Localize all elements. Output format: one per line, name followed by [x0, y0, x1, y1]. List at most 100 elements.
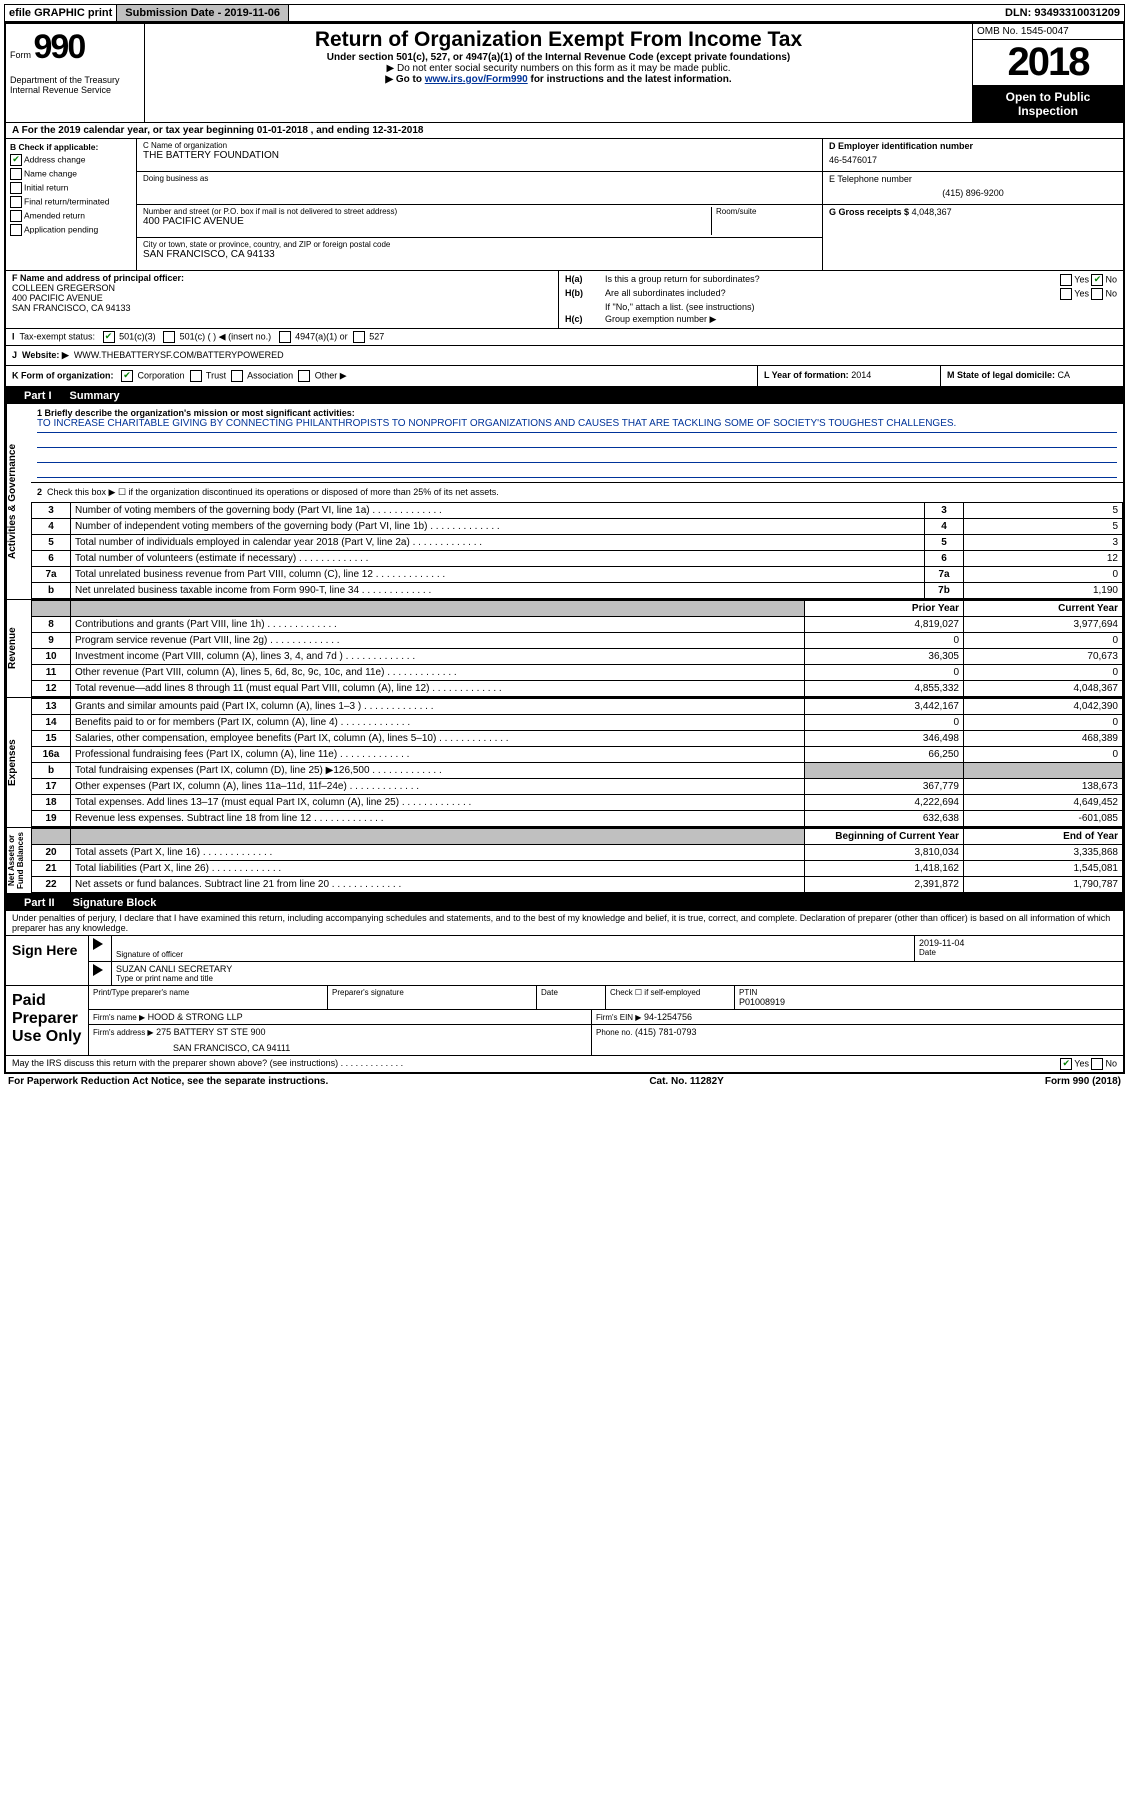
- section-net: Net Assets or Fund Balances Beginning of…: [6, 828, 1123, 895]
- cb-name-change[interactable]: Name change: [10, 167, 132, 181]
- checkbox-icon[interactable]: [1091, 288, 1103, 300]
- table-row: 18Total expenses. Add lines 13–17 (must …: [32, 795, 1123, 811]
- submission-date: Submission Date - 2019-11-06: [117, 5, 289, 21]
- table-row: bTotal fundraising expenses (Part IX, co…: [32, 763, 1123, 779]
- part1-header: Part ISummary: [6, 388, 1123, 404]
- q2-block: 2 Check this box ▶ ☐ if the organization…: [31, 483, 1123, 502]
- checkbox-icon[interactable]: ✔: [103, 331, 115, 343]
- table-row: bNet unrelated business taxable income f…: [32, 583, 1123, 599]
- table-row: 14Benefits paid to or for members (Part …: [32, 715, 1123, 731]
- table-row: 12Total revenue—add lines 8 through 11 (…: [32, 681, 1123, 697]
- klm-row: K Form of organization: ✔ Corporation Tr…: [6, 366, 1123, 388]
- footer-mid: Cat. No. 11282Y: [649, 1076, 723, 1087]
- col-c-name-addr: C Name of organization THE BATTERY FOUND…: [137, 139, 823, 270]
- cb-application[interactable]: Application pending: [10, 223, 132, 237]
- checkbox-icon: [10, 196, 22, 208]
- addr-row: Number and street (or P.O. box if mail i…: [137, 205, 822, 238]
- table-row: 9Program service revenue (Part VIII, lin…: [32, 633, 1123, 649]
- dln: DLN: 93493310031209: [289, 5, 1124, 21]
- checkbox-icon[interactable]: ✔: [1060, 1058, 1072, 1070]
- tax-year: 2018: [973, 40, 1123, 86]
- part2-header: Part IISignature Block: [6, 895, 1123, 911]
- checkbox-icon[interactable]: [298, 370, 310, 382]
- mission-block: 1 Briefly describe the organization's mi…: [31, 404, 1123, 483]
- j-website: J Website: ▶ WWW.THEBATTERYSF.COM/BATTER…: [6, 346, 1123, 366]
- irs-link[interactable]: www.irs.gov/Form990: [425, 74, 528, 85]
- checkbox-icon: [10, 168, 22, 180]
- org-name-row: C Name of organization THE BATTERY FOUND…: [137, 139, 822, 172]
- org-city: SAN FRANCISCO, CA 94133: [143, 249, 816, 260]
- f-officer: F Name and address of principal officer:…: [6, 271, 559, 328]
- gross-receipts: 4,048,367: [912, 207, 952, 217]
- form-number: 990: [34, 28, 85, 66]
- table-row: 4Number of independent voting members of…: [32, 519, 1123, 535]
- table-row: 22Net assets or fund balances. Subtract …: [32, 877, 1123, 893]
- checkbox-icon[interactable]: ✔: [121, 370, 133, 382]
- checkbox-icon[interactable]: [190, 370, 202, 382]
- sign-here-row: Sign Here Signature of officer 2019-11-0…: [6, 935, 1123, 985]
- checkbox-icon: [10, 210, 22, 222]
- side-label-rev: Revenue: [6, 600, 31, 697]
- checkbox-icon[interactable]: [1060, 274, 1072, 286]
- checkbox-icon[interactable]: [231, 370, 243, 382]
- fh-row: F Name and address of principal officer:…: [6, 271, 1123, 329]
- checkbox-icon[interactable]: ✔: [1091, 274, 1103, 286]
- checkbox-icon[interactable]: [1060, 288, 1072, 300]
- cb-address-change[interactable]: ✔Address change: [10, 153, 132, 167]
- table-row: 5Total number of individuals employed in…: [32, 535, 1123, 551]
- checkbox-icon[interactable]: [353, 331, 365, 343]
- cb-initial-return[interactable]: Initial return: [10, 181, 132, 195]
- header-left: Form 990 Department of the Treasury Inte…: [6, 24, 145, 122]
- tel-row: E Telephone number (415) 896-9200: [823, 172, 1123, 205]
- officer-name: COLLEEN GREGERSON: [12, 283, 552, 293]
- table-row: 19Revenue less expenses. Subtract line 1…: [32, 811, 1123, 827]
- state-domicile: CA: [1058, 370, 1071, 380]
- mission-text: TO INCREASE CHARITABLE GIVING BY CONNECT…: [37, 418, 1117, 433]
- table-row: 15Salaries, other compensation, employee…: [32, 731, 1123, 747]
- h-group: H(a) Is this a group return for subordin…: [559, 271, 1123, 328]
- firm-addr2: SAN FRANCISCO, CA 94111: [93, 1037, 587, 1053]
- col-b-head: B Check if applicable:: [10, 141, 132, 153]
- form-note2: ▶ Go to www.irs.gov/Form990 for instruct…: [149, 74, 968, 85]
- checkbox-icon[interactable]: [1091, 1058, 1103, 1070]
- checkbox-icon[interactable]: [279, 331, 291, 343]
- omb-number: OMB No. 1545-0047: [973, 24, 1123, 40]
- header-right: OMB No. 1545-0047 2018 Open to Public In…: [972, 24, 1123, 122]
- side-label-gov: Activities & Governance: [6, 404, 31, 599]
- gross-row: G Gross receipts $ 4,048,367: [823, 205, 1123, 237]
- table-row: 17Other expenses (Part IX, column (A), l…: [32, 779, 1123, 795]
- side-label-net: Net Assets or Fund Balances: [6, 828, 31, 893]
- table-header: Beginning of Current YearEnd of Year: [32, 829, 1123, 845]
- footer-left: For Paperwork Reduction Act Notice, see …: [8, 1076, 328, 1087]
- arrow-icon: [93, 964, 103, 976]
- side-label-exp: Expenses: [6, 698, 31, 827]
- table-row: 20Total assets (Part X, line 16)3,810,03…: [32, 845, 1123, 861]
- form-container: Form 990 Department of the Treasury Inte…: [4, 22, 1125, 1074]
- table-row: 16aProfessional fundraising fees (Part I…: [32, 747, 1123, 763]
- gov-table: 3Number of voting members of the governi…: [31, 502, 1123, 599]
- sig-declaration: Under penalties of perjury, I declare th…: [6, 911, 1123, 935]
- table-row: 7aTotal unrelated business revenue from …: [32, 567, 1123, 583]
- col-b-checkboxes: B Check if applicable: ✔Address change N…: [6, 139, 137, 270]
- cb-final-return[interactable]: Final return/terminated: [10, 195, 132, 209]
- checkbox-icon[interactable]: [163, 331, 175, 343]
- firm-addr1: 275 BATTERY ST STE 900: [156, 1027, 265, 1037]
- cb-amended[interactable]: Amended return: [10, 209, 132, 223]
- ein-row: D Employer identification number 46-5476…: [823, 139, 1123, 172]
- org-name: THE BATTERY FOUNDATION: [143, 150, 816, 161]
- row-a-tax-year: A For the 2019 calendar year, or tax yea…: [6, 123, 1123, 139]
- section-expenses: Expenses 13Grants and similar amounts pa…: [6, 698, 1123, 828]
- top-bar: efile GRAPHIC print Submission Date - 20…: [4, 4, 1125, 22]
- table-row: 6Total number of volunteers (estimate if…: [32, 551, 1123, 567]
- org-address: 400 PACIFIC AVENUE: [143, 216, 711, 227]
- form-title: Return of Organization Exempt From Incom…: [149, 28, 968, 52]
- form-subtitle: Under section 501(c), 527, or 4947(a)(1)…: [149, 52, 968, 63]
- ptin-value: P01008919: [739, 997, 1119, 1007]
- col-d-ein-tel: D Employer identification number 46-5476…: [823, 139, 1123, 270]
- ein-value: 46-5476017: [829, 151, 1117, 169]
- dept-label: Department of the Treasury Internal Reve…: [10, 75, 140, 95]
- checkbox-icon: [10, 182, 22, 194]
- net-table: Beginning of Current YearEnd of Year20To…: [31, 828, 1123, 893]
- firm-phone: (415) 781-0793: [635, 1027, 697, 1037]
- form-header: Form 990 Department of the Treasury Inte…: [6, 24, 1123, 123]
